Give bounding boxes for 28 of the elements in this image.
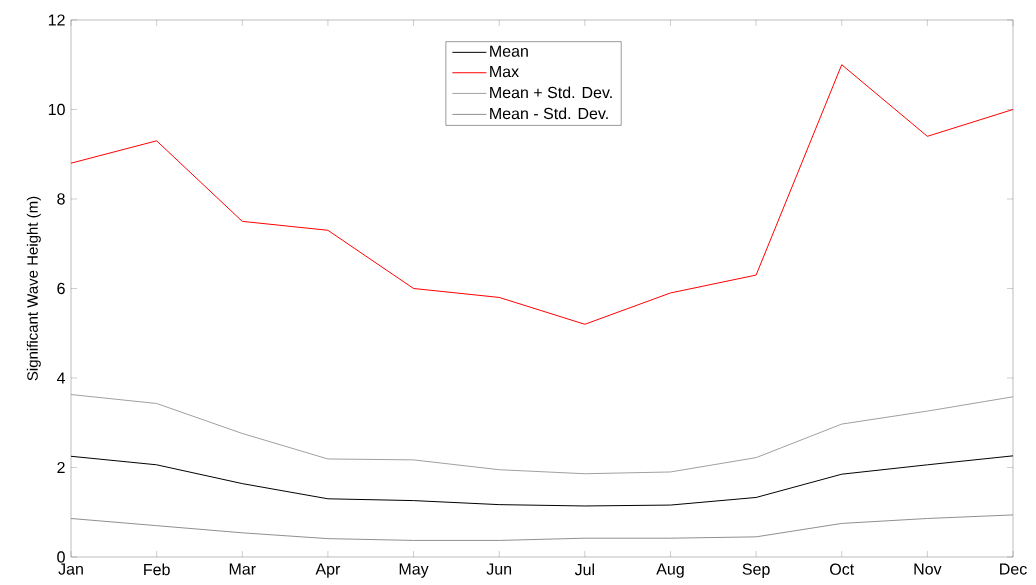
- y-tick-label: 4: [56, 372, 66, 384]
- y-axis-title: Significant Wave Height (m): [26, 196, 41, 381]
- x-tick-label: Jun: [486, 563, 512, 575]
- x-tick-label: Feb: [144, 563, 170, 576]
- legend-label: Mean + Std. Dev.: [490, 86, 612, 99]
- legend-label: Mean - Std. Dev.: [490, 107, 608, 120]
- y-tick-label: 2: [57, 461, 65, 474]
- x-tick-label: Sep: [742, 563, 770, 579]
- y-tick-label: 10: [48, 103, 65, 116]
- x-tick-label: Oct: [830, 563, 855, 575]
- x-tick-label: Jan: [58, 563, 83, 575]
- x-tick-label: Nov: [914, 563, 942, 575]
- line-series: [71, 455, 1014, 507]
- legend-label: Mean: [490, 45, 528, 57]
- x-tick-label: Apr: [315, 563, 341, 578]
- line-series: [71, 394, 1014, 475]
- x-tick-label: Jul: [574, 563, 594, 576]
- y-tick-label: 12: [48, 14, 65, 26]
- x-tick-label: May: [399, 563, 429, 578]
- x-tick-label: Aug: [656, 563, 684, 578]
- legend-label: Max: [490, 66, 519, 78]
- line-series: [71, 514, 1014, 541]
- x-tick-label: Mar: [229, 563, 256, 575]
- line-series: [71, 64, 1014, 325]
- x-tick-label: Dec: [1000, 563, 1027, 575]
- y-tick-label: 6: [57, 282, 65, 295]
- y-tick-label: 0: [57, 551, 65, 563]
- y-tick-label: 8: [57, 193, 65, 205]
